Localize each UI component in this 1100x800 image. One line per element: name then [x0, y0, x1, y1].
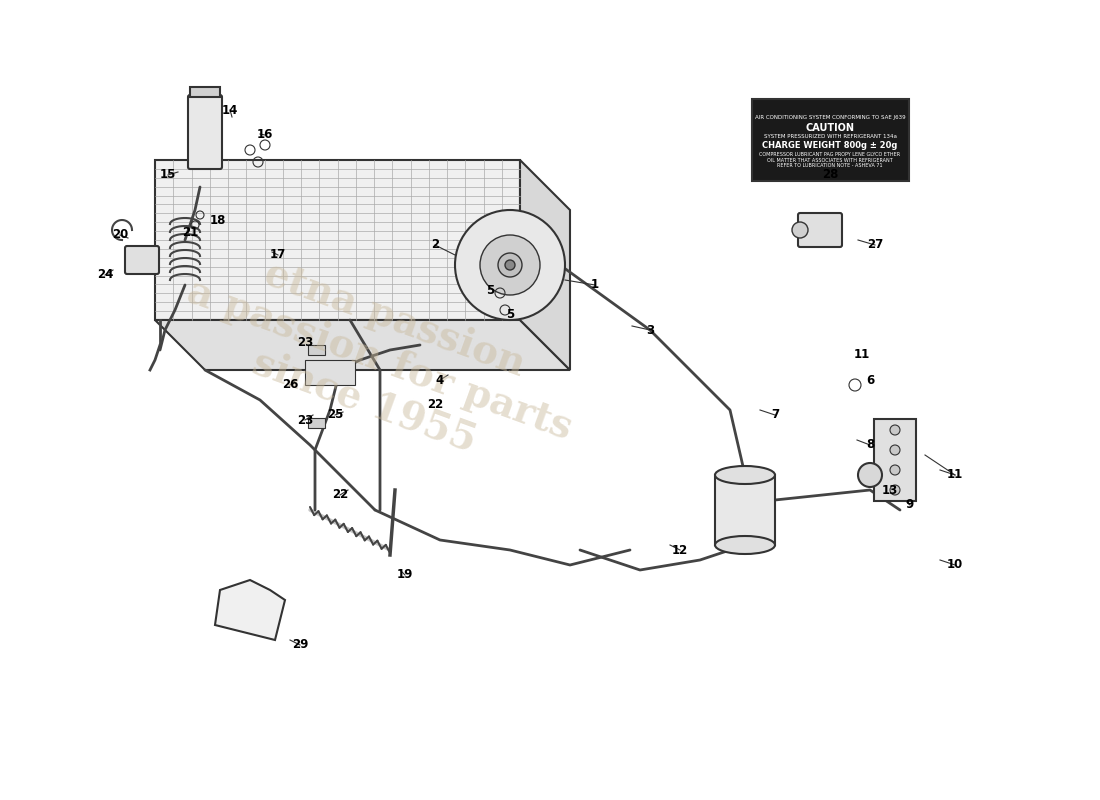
Ellipse shape	[715, 536, 775, 554]
Polygon shape	[715, 475, 775, 545]
Text: 4: 4	[436, 374, 444, 386]
Text: 1: 1	[591, 278, 600, 291]
FancyBboxPatch shape	[798, 213, 842, 247]
Text: 8: 8	[866, 438, 874, 451]
Polygon shape	[155, 320, 570, 370]
Polygon shape	[520, 160, 570, 370]
Polygon shape	[190, 87, 220, 97]
Circle shape	[480, 235, 540, 295]
Text: 20: 20	[112, 229, 128, 242]
Text: 22: 22	[427, 398, 443, 411]
Text: 21: 21	[182, 226, 198, 238]
Polygon shape	[214, 580, 285, 640]
Text: 27: 27	[867, 238, 883, 251]
Text: etna passion
a passion for parts
since 1955: etna passion a passion for parts since 1…	[167, 231, 593, 489]
Text: 19: 19	[397, 569, 414, 582]
Text: SYSTEM PRESSURIZED WITH REFRIGERANT 134a: SYSTEM PRESSURIZED WITH REFRIGERANT 134a	[763, 134, 896, 138]
Text: 10: 10	[947, 558, 964, 571]
Text: 5: 5	[506, 309, 514, 322]
FancyBboxPatch shape	[874, 419, 916, 501]
Circle shape	[890, 445, 900, 455]
Polygon shape	[308, 345, 324, 355]
Text: 13: 13	[882, 483, 898, 497]
Circle shape	[890, 465, 900, 475]
Text: 22: 22	[332, 489, 348, 502]
Text: AIR CONDITIONING SYSTEM CONFORMING TO SAE J639: AIR CONDITIONING SYSTEM CONFORMING TO SA…	[755, 115, 905, 121]
Ellipse shape	[715, 466, 775, 484]
Text: 28: 28	[822, 169, 838, 182]
Circle shape	[792, 222, 808, 238]
Circle shape	[455, 210, 565, 320]
Circle shape	[890, 425, 900, 435]
Text: 9: 9	[906, 498, 914, 511]
Text: 23: 23	[297, 337, 313, 350]
Text: 24: 24	[97, 269, 113, 282]
Text: 6: 6	[866, 374, 874, 386]
Text: 2: 2	[431, 238, 439, 251]
Text: CAUTION: CAUTION	[805, 123, 855, 133]
FancyBboxPatch shape	[188, 95, 222, 169]
Polygon shape	[308, 418, 324, 428]
Polygon shape	[155, 160, 520, 320]
Text: CHARGE WEIGHT 800g ± 20g: CHARGE WEIGHT 800g ± 20g	[762, 142, 898, 150]
Circle shape	[858, 463, 882, 487]
Text: 16: 16	[256, 129, 273, 142]
FancyBboxPatch shape	[751, 99, 909, 181]
FancyBboxPatch shape	[125, 246, 160, 274]
Text: 12: 12	[672, 543, 689, 557]
Text: 7: 7	[771, 409, 779, 422]
Text: 5: 5	[486, 283, 494, 297]
Circle shape	[498, 253, 522, 277]
Circle shape	[505, 260, 515, 270]
Text: 26: 26	[282, 378, 298, 391]
Polygon shape	[305, 360, 355, 385]
Text: 29: 29	[292, 638, 308, 651]
Text: 18: 18	[210, 214, 227, 226]
Text: COMPRESSOR LUBRICANT PAG PROPY LENE GLYCO ETHER
OIL MATTER THAT ASSOCIATES WITH : COMPRESSOR LUBRICANT PAG PROPY LENE GLYC…	[759, 152, 901, 168]
Text: 17: 17	[270, 249, 286, 262]
Text: 15: 15	[160, 169, 176, 182]
Text: 11: 11	[854, 349, 870, 362]
Text: 23: 23	[297, 414, 313, 426]
Text: 3: 3	[646, 323, 654, 337]
Text: 25: 25	[327, 409, 343, 422]
Text: 14: 14	[222, 103, 239, 117]
Circle shape	[890, 485, 900, 495]
Text: 11: 11	[947, 469, 964, 482]
